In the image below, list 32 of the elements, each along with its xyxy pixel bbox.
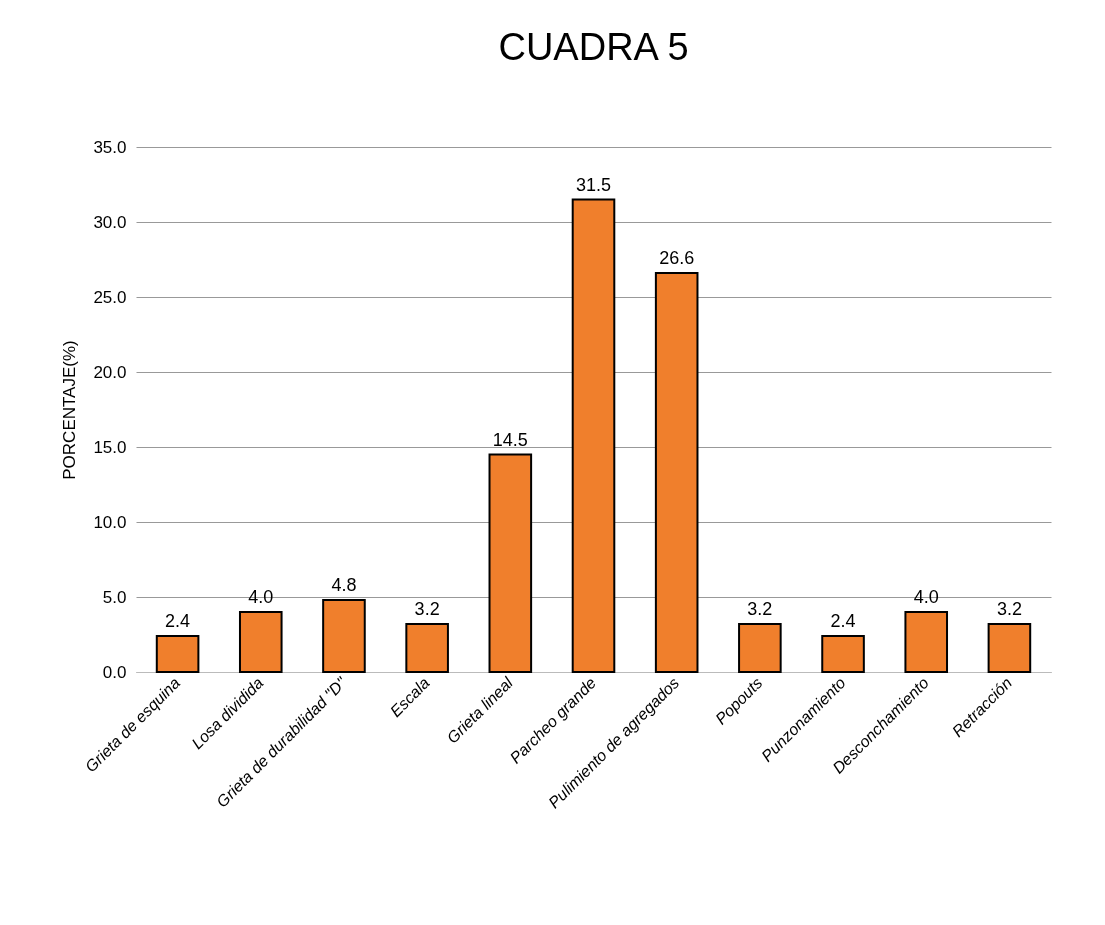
bar bbox=[821, 635, 865, 673]
bar bbox=[488, 453, 533, 673]
y-tick-label: 25.0 bbox=[93, 287, 127, 307]
bar bbox=[987, 623, 1032, 673]
bar bbox=[654, 272, 699, 673]
y-tick-label: 35.0 bbox=[93, 137, 127, 157]
bar bbox=[405, 623, 449, 673]
chart-title: CUADRA 5 bbox=[498, 26, 689, 68]
data-label: 4.8 bbox=[331, 575, 357, 595]
data-label: 4.0 bbox=[913, 587, 939, 607]
y-tick-label: 10.0 bbox=[93, 512, 127, 532]
bar bbox=[738, 623, 782, 673]
y-tick-label: 5.0 bbox=[102, 587, 127, 607]
y-tick-label: 15.0 bbox=[93, 437, 127, 457]
data-label: 2.4 bbox=[830, 611, 856, 631]
y-axis-title: PORCENTAJE(%) bbox=[60, 340, 80, 480]
bar bbox=[238, 611, 283, 673]
data-label: 31.5 bbox=[575, 174, 612, 195]
data-label: 14.5 bbox=[492, 429, 528, 450]
data-label: 3.2 bbox=[414, 599, 440, 619]
data-label: 26.6 bbox=[659, 248, 695, 268]
y-tick-label: 0.0 bbox=[102, 662, 127, 682]
data-label: 2.4 bbox=[165, 611, 191, 631]
bar bbox=[904, 611, 949, 673]
data-label: 4.0 bbox=[248, 587, 274, 607]
bar bbox=[571, 198, 616, 673]
y-tick-label: 20.0 bbox=[93, 362, 127, 382]
y-tick-label: 30.0 bbox=[93, 212, 127, 232]
data-label: 3.2 bbox=[747, 599, 773, 619]
bar bbox=[155, 635, 200, 673]
bar bbox=[322, 599, 366, 673]
data-label: 3.2 bbox=[996, 599, 1022, 619]
